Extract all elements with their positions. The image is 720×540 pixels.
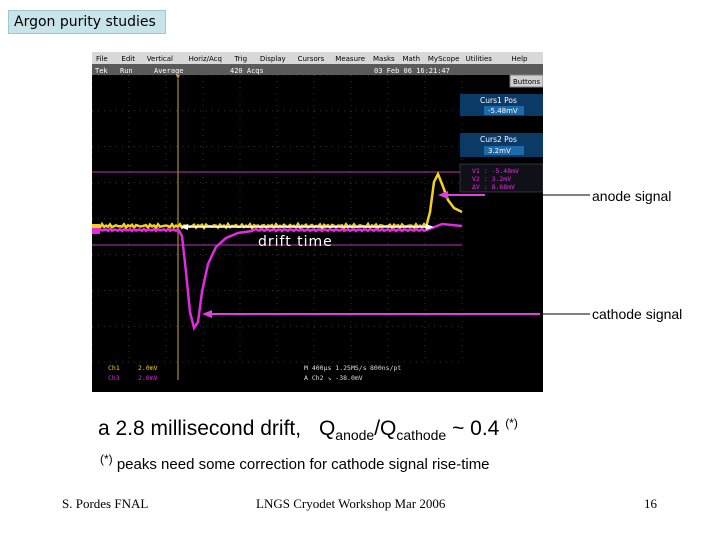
- scope-menu-item[interactable]: Display: [260, 55, 286, 63]
- scope-menu-item[interactable]: Utilities: [466, 55, 493, 63]
- slide-title-box: Argon purity studies: [8, 10, 166, 34]
- curs2-title: Curs2 Pos: [480, 135, 517, 144]
- timebase-readout: M 400μs 1.25MS/s: [304, 364, 367, 372]
- trigger-readout: A Ch2 ↘ -38.0mV: [304, 374, 363, 382]
- ch3-marker: [92, 228, 100, 234]
- scope-menu-item[interactable]: Edit: [121, 55, 135, 63]
- scope-menu-item[interactable]: File: [96, 55, 108, 63]
- drift-caption: a 2.8 millisecond drift, Qanode/Qcathode…: [98, 416, 518, 443]
- scope-menu-item[interactable]: Horiz/Acq: [189, 55, 222, 63]
- scope-menu-item[interactable]: Help: [512, 55, 529, 63]
- scope-menu-item[interactable]: Cursors: [298, 55, 325, 63]
- anode-signal-label: anode signal: [592, 188, 672, 204]
- caption-sub-cathode: cathode: [396, 427, 447, 444]
- footnote-text: peaks need some correction for cathode s…: [116, 456, 490, 473]
- caption-tail: ~ 0.4: [452, 417, 500, 440]
- status-acqs: 420 Acqs: [230, 67, 264, 75]
- curs2-value-box[interactable]: [484, 146, 524, 155]
- status-date: 03 Feb 06 16:21:47: [374, 67, 450, 75]
- scope-menu-item[interactable]: Math: [403, 55, 421, 63]
- footnote-marker: (*): [100, 452, 113, 466]
- scope-menu-item[interactable]: Masks: [373, 55, 395, 63]
- ch1-marker: [92, 224, 100, 231]
- readout-v1: V1 : -5.48mV: [472, 167, 519, 175]
- ch3-trace: [92, 222, 463, 332]
- scope-menu-item[interactable]: Vertical: [147, 55, 173, 63]
- ch3-scale: 2.0mV: [138, 374, 158, 382]
- buttons-button[interactable]: [509, 74, 543, 88]
- ch1-label: Ch1: [108, 364, 120, 372]
- curs2-value: 3.2mV: [488, 147, 511, 155]
- readout-v2: V2 : 3.2mV: [472, 175, 511, 183]
- curs1-value: -5.48mV: [488, 107, 518, 115]
- cathode-signal-label: cathode signal: [592, 306, 683, 322]
- ch3-label: Ch3: [108, 374, 120, 382]
- caption-sub-anode: anode: [335, 427, 375, 444]
- scope-menu-item[interactable]: MyScope: [428, 55, 460, 63]
- trigger-position-marker: [176, 75, 180, 79]
- footer-author: S. Pordes FNAL: [62, 496, 149, 511]
- page-number: 16: [644, 496, 657, 511]
- scope-menu-bar: [92, 52, 543, 64]
- status-mode: Average: [154, 67, 184, 75]
- caption-prefix: a 2.8 millisecond drift,: [98, 417, 302, 440]
- scope-menu-item[interactable]: Trig: [234, 55, 248, 63]
- curs1-value-box[interactable]: [484, 106, 524, 115]
- slide-title: Argon purity studies: [14, 14, 156, 30]
- scope-menu-item[interactable]: Measure: [335, 55, 365, 63]
- footer-event: LNGS Cryodet Workshop Mar 2006: [256, 496, 446, 511]
- oscilloscope-screenshot: File Edit Vertical Horiz/Acq Trig Display Curs…: [92, 52, 543, 392]
- status-tek: Tek: [95, 67, 108, 75]
- cursor-readout-panel: [459, 163, 543, 193]
- footnote: (*) peaks need some correction for catho…: [100, 452, 490, 473]
- caption-q: Q: [318, 417, 336, 440]
- scope-status-bar: [92, 64, 543, 75]
- caption-sup: (*): [505, 416, 518, 430]
- points-readout: 800ns/pt: [370, 364, 401, 372]
- scope-menu: File Edit Vertical Horiz/Acq Trig Display Curs…: [96, 55, 528, 63]
- status-run: Run: [120, 67, 133, 75]
- drift-time-label: drift time: [258, 234, 333, 250]
- curs1-title: Curs1 Pos: [480, 96, 517, 105]
- readout-dv: ΔV : 8.68mV: [472, 183, 515, 191]
- caption-slash: /Q: [374, 417, 397, 440]
- ch1-scale: 2.0mV: [138, 364, 158, 372]
- buttons-button-label: Buttons: [513, 78, 540, 86]
